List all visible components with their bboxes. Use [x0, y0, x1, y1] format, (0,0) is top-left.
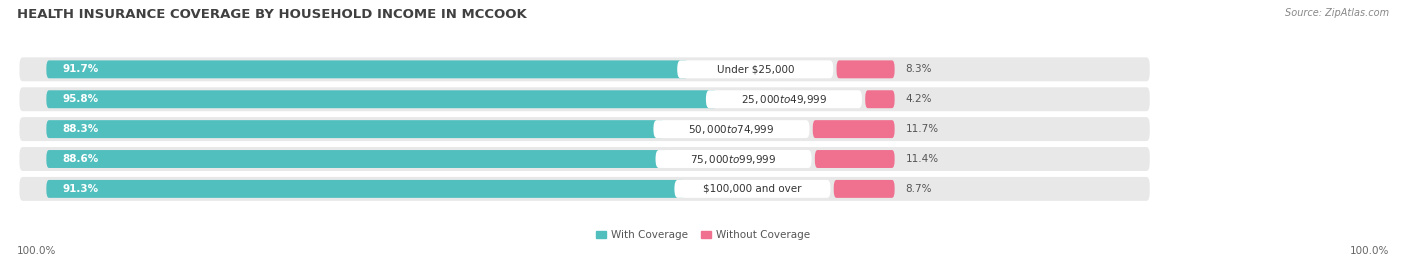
Text: $75,000 to $99,999: $75,000 to $99,999 — [690, 153, 776, 165]
Text: Source: ZipAtlas.com: Source: ZipAtlas.com — [1285, 8, 1389, 18]
FancyBboxPatch shape — [20, 117, 1150, 141]
FancyBboxPatch shape — [20, 147, 1150, 171]
FancyBboxPatch shape — [46, 60, 688, 78]
Text: 91.7%: 91.7% — [62, 64, 98, 74]
Legend: With Coverage, Without Coverage: With Coverage, Without Coverage — [596, 230, 810, 240]
Text: 88.6%: 88.6% — [62, 154, 98, 164]
FancyBboxPatch shape — [865, 90, 894, 108]
FancyBboxPatch shape — [46, 120, 664, 138]
FancyBboxPatch shape — [813, 120, 894, 138]
FancyBboxPatch shape — [20, 177, 1150, 201]
FancyBboxPatch shape — [678, 60, 834, 78]
Text: 8.7%: 8.7% — [905, 184, 932, 194]
FancyBboxPatch shape — [706, 90, 862, 108]
FancyBboxPatch shape — [834, 180, 894, 198]
FancyBboxPatch shape — [46, 90, 717, 108]
Text: 95.8%: 95.8% — [62, 94, 98, 104]
Text: 91.3%: 91.3% — [62, 184, 98, 194]
Text: 4.2%: 4.2% — [905, 94, 932, 104]
Text: $50,000 to $74,999: $50,000 to $74,999 — [689, 123, 775, 136]
FancyBboxPatch shape — [837, 60, 894, 78]
Text: 100.0%: 100.0% — [1350, 246, 1389, 256]
Text: Under $25,000: Under $25,000 — [717, 64, 794, 74]
Text: 11.4%: 11.4% — [905, 154, 938, 164]
Text: 8.3%: 8.3% — [905, 64, 932, 74]
FancyBboxPatch shape — [675, 180, 831, 198]
FancyBboxPatch shape — [815, 150, 894, 168]
FancyBboxPatch shape — [46, 150, 666, 168]
FancyBboxPatch shape — [655, 150, 811, 168]
Text: HEALTH INSURANCE COVERAGE BY HOUSEHOLD INCOME IN MCCOOK: HEALTH INSURANCE COVERAGE BY HOUSEHOLD I… — [17, 8, 527, 21]
Text: 11.7%: 11.7% — [905, 124, 938, 134]
Text: 88.3%: 88.3% — [62, 124, 98, 134]
FancyBboxPatch shape — [46, 180, 685, 198]
Text: $25,000 to $49,999: $25,000 to $49,999 — [741, 93, 827, 106]
Text: $100,000 and over: $100,000 and over — [703, 184, 801, 194]
FancyBboxPatch shape — [20, 57, 1150, 81]
FancyBboxPatch shape — [654, 120, 810, 138]
Text: 100.0%: 100.0% — [17, 246, 56, 256]
FancyBboxPatch shape — [20, 87, 1150, 111]
